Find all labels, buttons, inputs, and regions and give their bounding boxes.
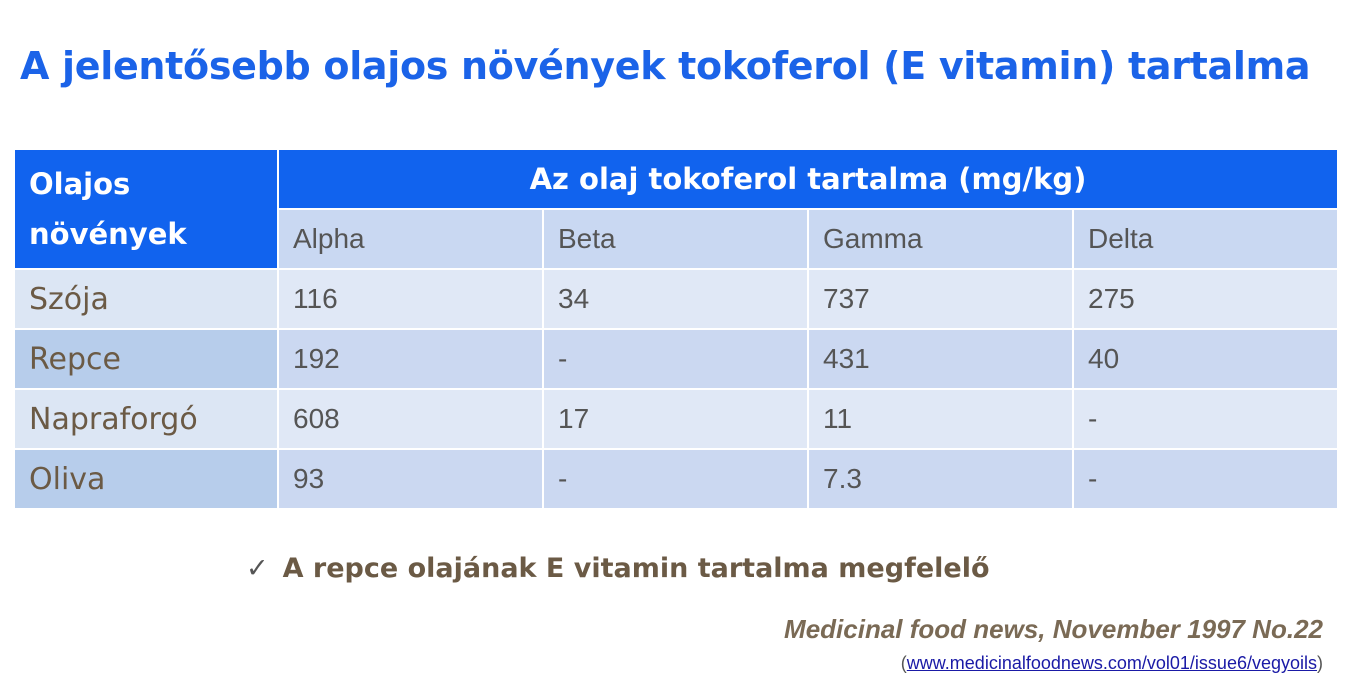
row-name: Napraforgó (15, 390, 277, 448)
cell-delta: 40 (1074, 330, 1337, 388)
cell-alpha: 192 (279, 330, 542, 388)
source-link[interactable]: www.medicinalfoodnews.com/vol01/issue6/v… (906, 653, 1317, 673)
column-header-delta: Delta (1074, 210, 1337, 268)
corner-header-line2: növények (29, 217, 187, 251)
corner-header-line1: Olajos (29, 167, 131, 201)
cell-beta: 34 (544, 270, 807, 328)
tocopherol-table: Olajos növények Az olaj tokoferol tartal… (13, 148, 1339, 510)
cell-alpha: 116 (279, 270, 542, 328)
column-header-row: Alpha Beta Gamma Delta (15, 210, 1337, 268)
cell-gamma: 431 (809, 330, 1072, 388)
group-header: Az olaj tokoferol tartalma (mg/kg) (279, 150, 1337, 208)
column-header-alpha: Alpha (279, 210, 542, 268)
cell-delta: - (1074, 450, 1337, 508)
table-row: Repce 192 - 431 40 (15, 330, 1337, 388)
source-citation: Medicinal food news, November 1997 No.22 (784, 614, 1323, 644)
cell-alpha: 608 (279, 390, 542, 448)
cell-beta: 17 (544, 390, 807, 448)
row-name: Repce (15, 330, 277, 388)
cell-beta: - (544, 330, 807, 388)
cell-alpha: 93 (279, 450, 542, 508)
row-name: Szója (15, 270, 277, 328)
cell-delta: - (1074, 390, 1337, 448)
column-header-gamma: Gamma (809, 210, 1072, 268)
row-name: Oliva (15, 450, 277, 508)
cell-gamma: 7.3 (809, 450, 1072, 508)
checkmark-icon: ✓ (246, 553, 269, 584)
cell-beta: - (544, 450, 807, 508)
conclusion-note: ✓ A repce olajának E vitamin tartalma meg… (246, 553, 990, 584)
corner-header: Olajos növények (15, 150, 277, 268)
page-title: A jelentősebb olajos növények tokoferol … (20, 44, 1311, 88)
table-row: Szója 116 34 737 275 (15, 270, 1337, 328)
conclusion-text: A repce olajának E vitamin tartalma megf… (282, 553, 990, 584)
source-url-line: (www.medicinalfoodnews.com/vol01/issue6/… (901, 653, 1323, 674)
paren-open: ( (900, 653, 907, 673)
table-row: Napraforgó 608 17 11 - (15, 390, 1337, 448)
cell-gamma: 737 (809, 270, 1072, 328)
cell-gamma: 11 (809, 390, 1072, 448)
cell-delta: 275 (1074, 270, 1337, 328)
table-header-row: Olajos növények Az olaj tokoferol tartal… (15, 150, 1337, 268)
column-header-beta: Beta (544, 210, 807, 268)
table-row: Oliva 93 - 7.3 - (15, 450, 1337, 508)
paren-close: ) (1317, 653, 1323, 673)
